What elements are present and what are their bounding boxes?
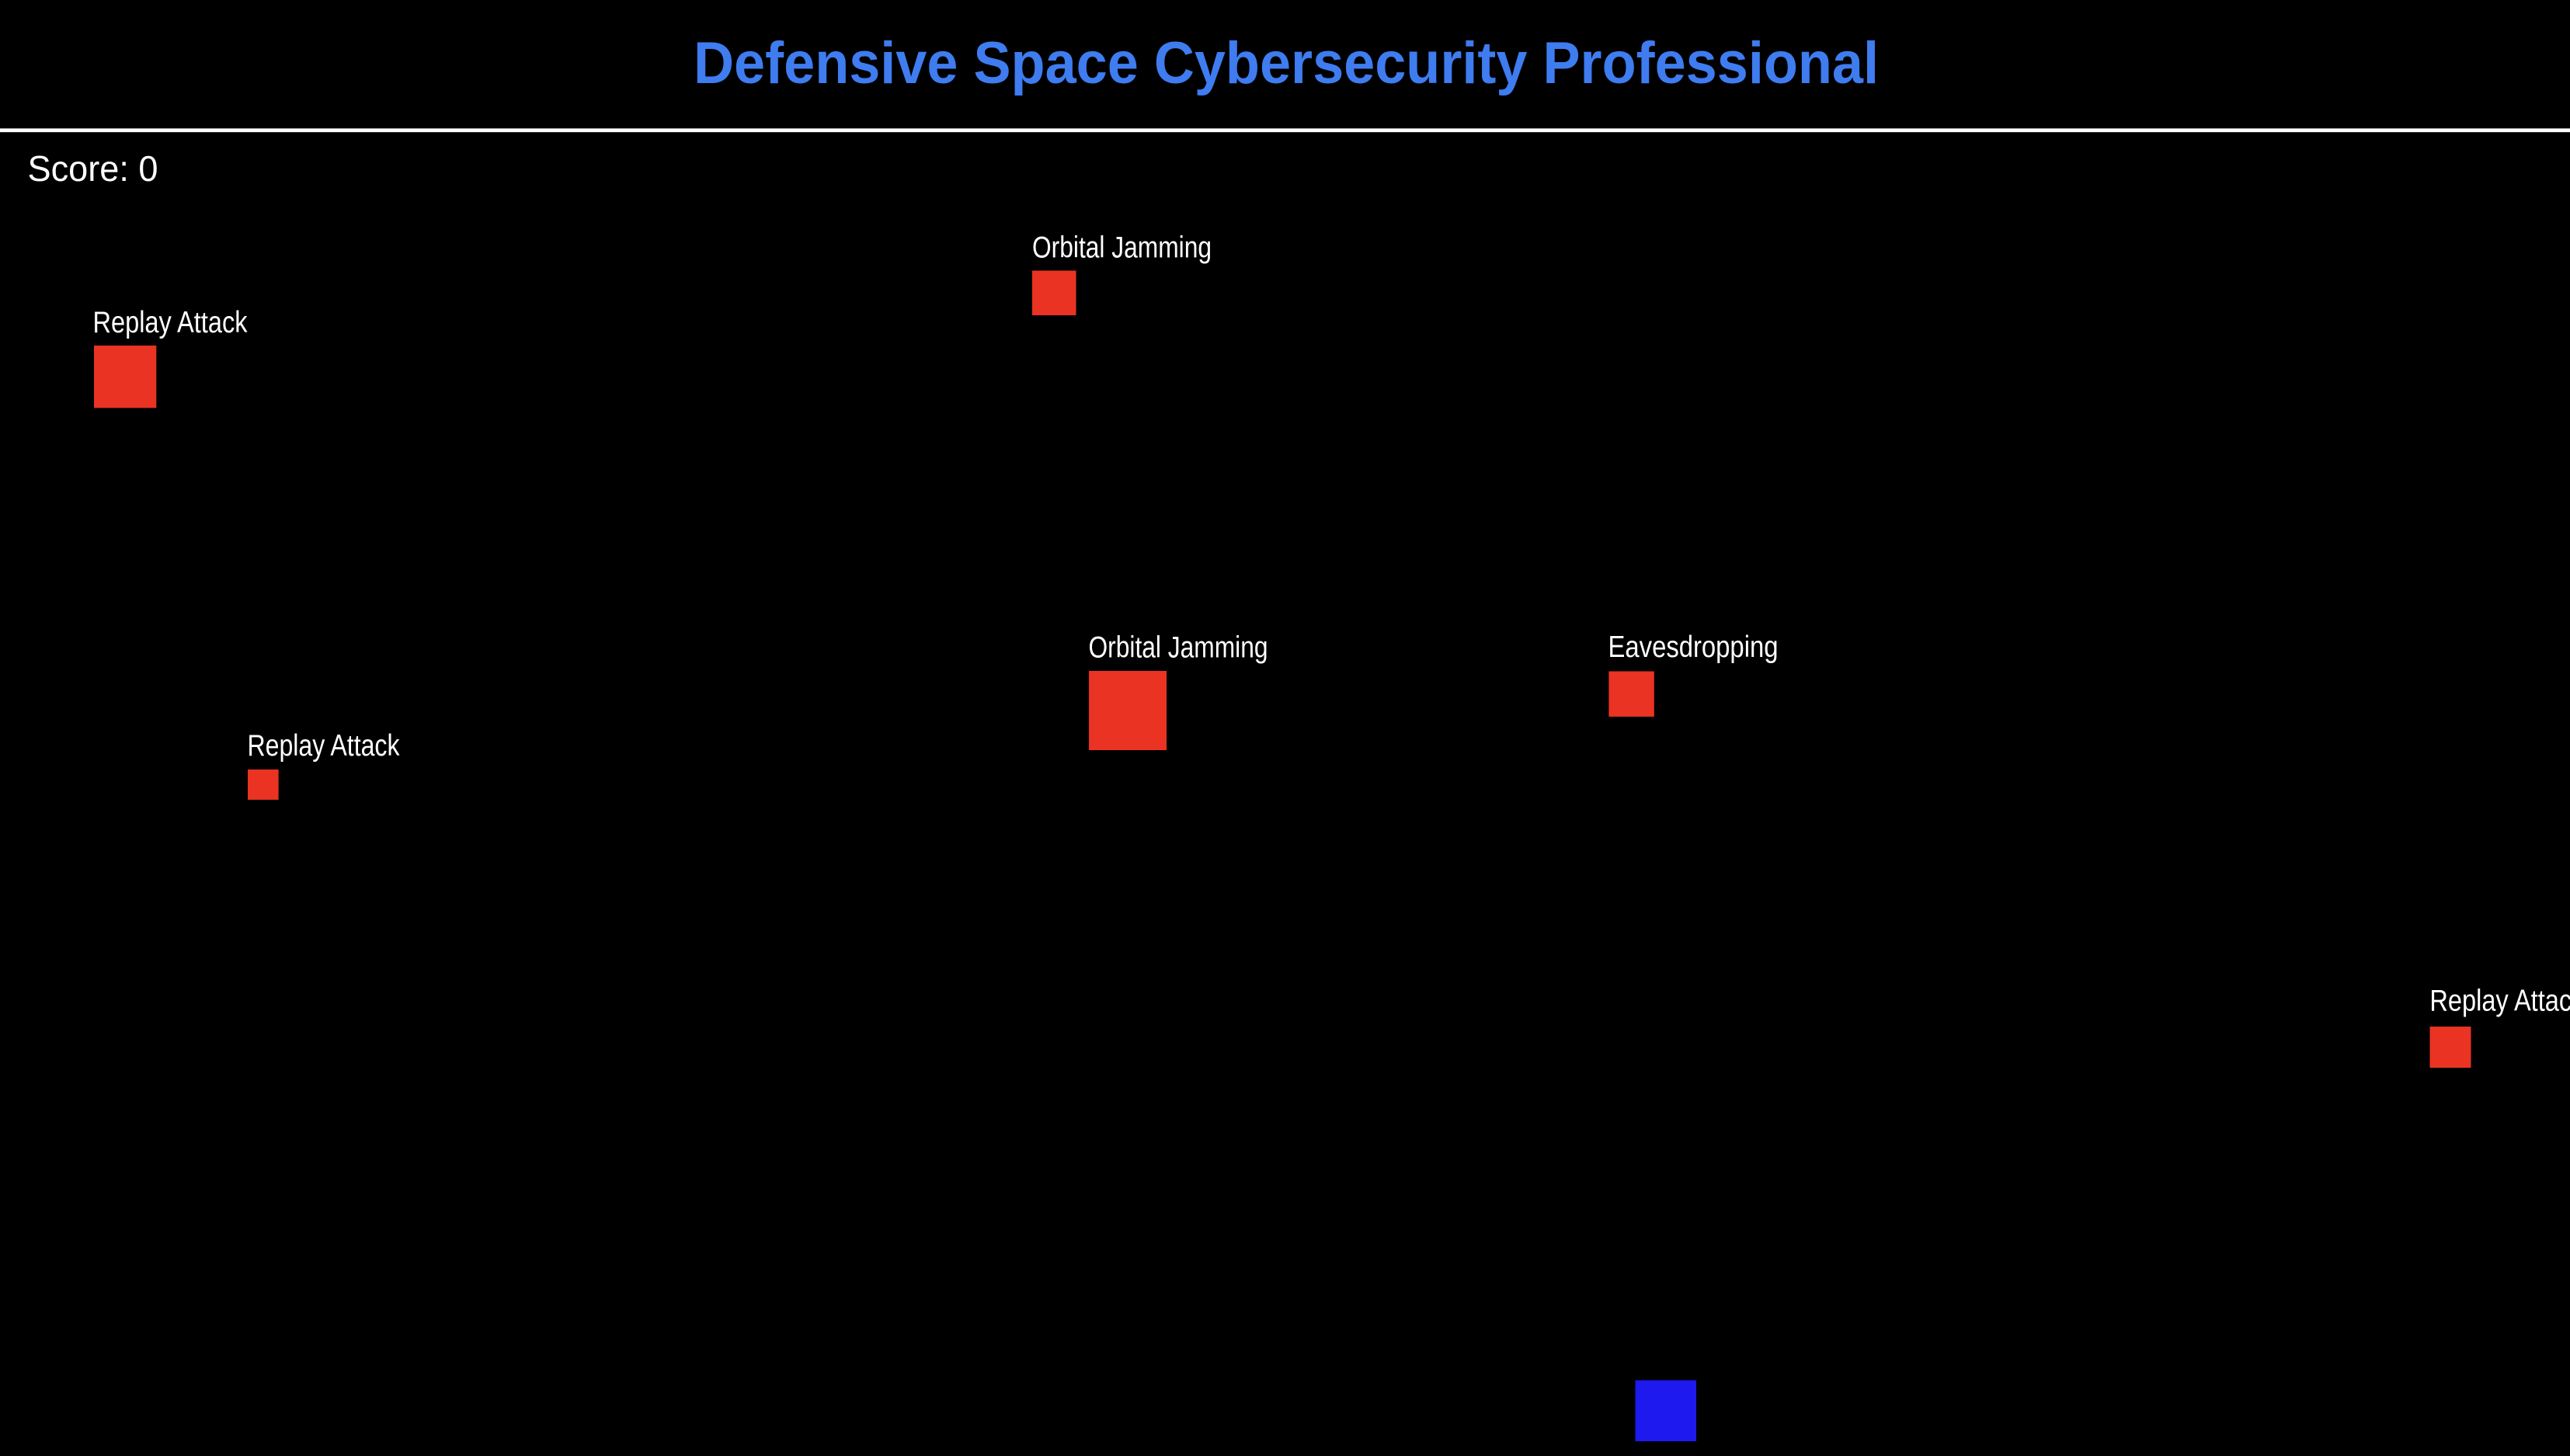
svg-text:Orbital Jamming: Orbital Jamming	[1032, 231, 1212, 265]
svg-text:Defensive Space Cybersecurity: Defensive Space Cybersecurity Profession…	[694, 30, 1879, 96]
svg-text:Replay Attack: Replay Attack	[248, 729, 400, 763]
svg-text:Eavesdropping: Eavesdropping	[1608, 631, 1779, 664]
svg-text:Replay Attack: Replay Attack	[2429, 984, 2570, 1017]
svg-text:Replay Attack: Replay Attack	[93, 306, 248, 339]
svg-text:Orbital Jamming: Orbital Jamming	[1089, 631, 1268, 665]
svg-text:Score: 0: Score: 0	[28, 148, 158, 189]
